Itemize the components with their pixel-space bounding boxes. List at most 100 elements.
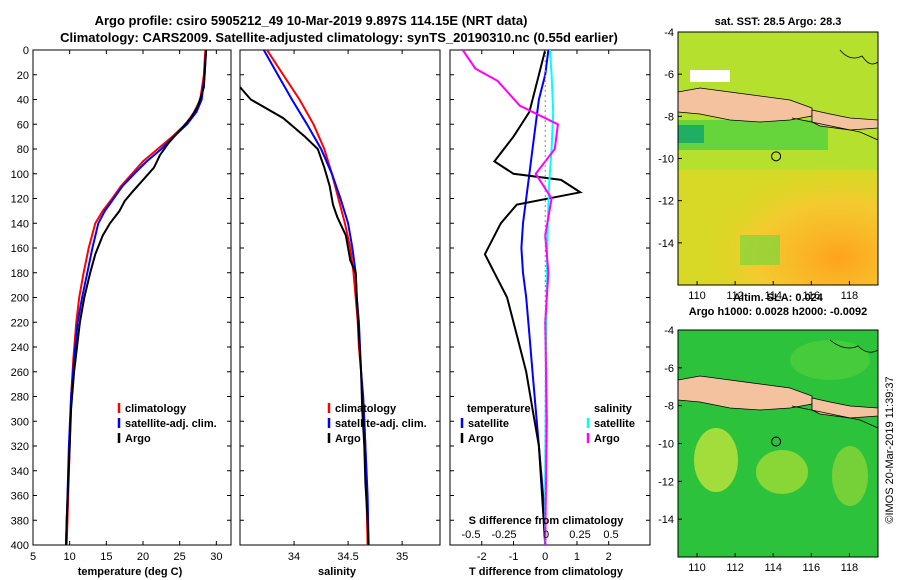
map-x-tick-label: 114: [764, 290, 782, 302]
legend-climatology: climatology: [335, 403, 397, 415]
depth-tick-label: 100: [11, 169, 29, 181]
difference-legend-temperature: temperature satellite Argo: [460, 403, 531, 445]
imos-stamp: ©IMOS 20-Mar-2019 11:39:37: [884, 376, 896, 523]
depth-tick-label: 120: [11, 194, 29, 206]
depth-tick-label: 140: [11, 218, 29, 230]
difference-plot-frame: [449, 49, 651, 546]
sla-map-title: Altim. SLA: 0.024: [733, 292, 824, 304]
map-x-tick-label: 114: [764, 562, 782, 574]
sla-high-patch-3: [832, 446, 868, 506]
legend-satellite: satellite-adj. clim.: [335, 418, 427, 430]
map-y-tick-label: -10: [658, 154, 674, 166]
depth-tick-label: 220: [11, 317, 29, 329]
map-y-tick-label: -4: [664, 325, 674, 337]
map-y-tick-label: -4: [664, 27, 674, 39]
depth-tick-label: 260: [11, 367, 29, 379]
map-y-tick-label: -6: [664, 363, 674, 375]
difference-depth-ticks: [450, 49, 650, 546]
depth-tick-label: 60: [17, 119, 29, 131]
series-argo: [65, 50, 208, 545]
depth-tick-label: 160: [11, 243, 29, 255]
map-x-tick-label: 112: [726, 562, 744, 574]
series-t-argo: [483, 50, 583, 545]
s-difference-axis-ticks: -0.5 -0.25 0 0.25 0.5: [462, 529, 619, 541]
difference-lines: [461, 50, 583, 545]
x-tick-label: 35: [396, 551, 408, 563]
s-tick-p050: 0.5: [603, 529, 618, 541]
x-tick-label: 20: [137, 551, 149, 563]
x-tick-label: 30: [210, 551, 222, 563]
x-tick-label: -2: [477, 551, 487, 563]
map-x-tick-label: 110: [688, 562, 706, 574]
depth-tick-label: 280: [11, 392, 29, 404]
x-tick-label: 34: [288, 551, 300, 563]
salinity-panel: 34 34.5 35 salinity climatology satellite-…: [239, 49, 441, 578]
legend-s-satellite: satellite: [594, 418, 635, 430]
x-tick-label: 25: [174, 551, 186, 563]
sst-map-ticks: 110 112 114 116 118 -4 -6 -8 -10 -12 -14: [658, 27, 858, 302]
depth-tick-label: 180: [11, 268, 29, 280]
depth-tick-label: 240: [11, 342, 29, 354]
sst-land-islands: [811, 109, 878, 131]
x-tick-label: 34.5: [337, 551, 358, 563]
s-tick-m025: -0.25: [491, 529, 516, 541]
legend-t-satellite: satellite: [468, 418, 509, 430]
sla-map-subtitle: Argo h1000: 0.0028 h2000: -0.0092: [689, 306, 868, 318]
s-tick-p025: 0.25: [569, 529, 590, 541]
map-y-tick-label: -8: [664, 111, 674, 123]
depth-tick-label: 300: [11, 416, 29, 428]
depth-tick-label: 400: [11, 540, 29, 552]
sla-depth-contour: [791, 405, 878, 429]
sst-map-panel: sat. SST: 28.5 Argo: 28.3 110 112 114 116 11…: [658, 16, 879, 302]
depth-tick-label: 360: [11, 491, 29, 503]
x-tick-label: 2: [606, 551, 612, 563]
depth-tick-label: 320: [11, 441, 29, 453]
legend-climatology: climatology: [125, 403, 187, 415]
legend-argo: Argo: [335, 433, 361, 445]
salinity-plot-frame: [239, 49, 441, 546]
series-s-argo: [461, 50, 559, 545]
salinity-depth-ticks: [240, 49, 440, 546]
sla-mid-patch: [790, 340, 870, 380]
x-tick-label: 5: [30, 551, 36, 563]
map-y-tick-label: -14: [658, 514, 674, 526]
sst-cool-spot: [740, 235, 780, 265]
sst-depth-contour: [791, 117, 878, 141]
depth-axis-ticks: 0 20 40 60 80 100 120 140 160 180 200 220 240 260 280 3…: [11, 45, 231, 552]
series-argo: [240, 86, 370, 545]
legend-salinity-title: salinity: [594, 403, 633, 415]
sst-missing-data: [690, 70, 730, 82]
sla-map-ticks: 110 112 114 116 118 -4 -6 -8 -10 -12 -14: [658, 325, 858, 574]
depth-tick-label: 380: [11, 515, 29, 527]
temperature-legend: climatology satellite-adj. clim. Argo: [117, 403, 217, 445]
map-y-tick-label: -14: [658, 238, 674, 250]
salinity-axis-ticks: 34 34.5 35: [288, 50, 408, 563]
t-difference-axis-ticks: -2 -1 0 1 2: [477, 50, 612, 563]
s-tick-0: 0: [543, 529, 549, 541]
map-x-tick-label: 116: [803, 562, 821, 574]
legend-satellite: satellite-adj. clim.: [125, 418, 217, 430]
legend-temperature-title: temperature: [467, 403, 531, 415]
sst-map-field: [678, 32, 878, 285]
sst-map-title: sat. SST: 28.5 Argo: 28.3: [715, 16, 842, 28]
map-x-tick-label: 112: [726, 290, 744, 302]
map-x-tick-label: 118: [841, 290, 859, 302]
temperature-axis-ticks: 5 10 15 20 25 30: [30, 50, 222, 563]
legend-argo: Argo: [125, 433, 151, 445]
sst-cool-patch: [678, 125, 704, 143]
x-tick-label: 0: [542, 551, 548, 563]
s-difference-axis-label: S difference from climatology: [469, 515, 625, 527]
legend-s-argo: Argo: [594, 433, 620, 445]
map-x-tick-label: 116: [803, 290, 821, 302]
sst-coastline-north: [839, 49, 878, 65]
x-tick-label: -1: [509, 551, 519, 563]
map-x-tick-label: 110: [688, 290, 706, 302]
depth-tick-label: 40: [17, 95, 29, 107]
sla-map-panel: Altim. SLA: 0.024 Argo h1000: 0.0028 h20…: [658, 292, 879, 574]
sla-argo-marker: [771, 436, 782, 447]
depth-tick-label: 200: [11, 293, 29, 305]
title-line1: Argo profile: csiro 5905212_49 10-Mar-20…: [95, 13, 528, 28]
sla-high-patch-1: [694, 428, 738, 492]
map-y-tick-label: -10: [658, 439, 674, 451]
map-y-tick-label: -12: [658, 476, 674, 488]
